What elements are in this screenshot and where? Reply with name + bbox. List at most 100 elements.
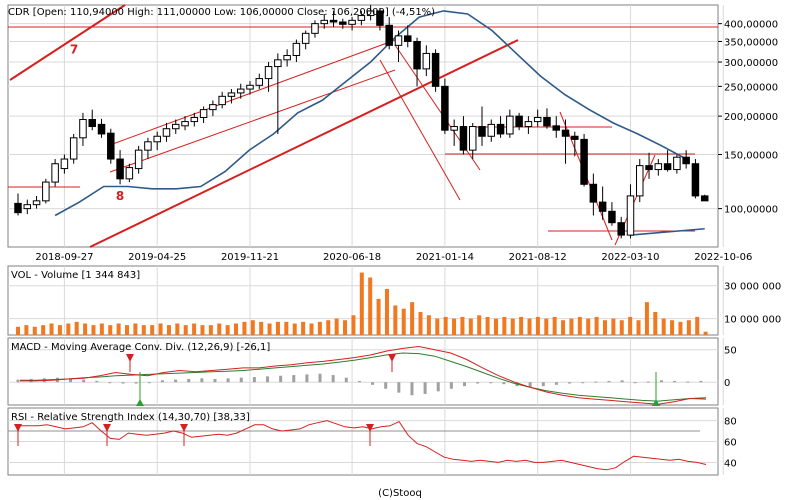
volume-bar (192, 323, 197, 335)
macd-histogram-bar (344, 377, 348, 383)
candle-body (645, 165, 653, 171)
candle-body (107, 132, 115, 160)
volume-bar (653, 312, 658, 335)
candle-body (32, 200, 41, 206)
candle (60, 154, 69, 174)
macd-histogram-bar (673, 380, 677, 383)
macd-line (20, 345, 707, 405)
candle-body (292, 42, 301, 57)
macd-histogram-bar (410, 382, 414, 396)
macd-histogram-bar (659, 380, 663, 383)
candle-body (116, 158, 124, 180)
trend-line (89, 39, 519, 248)
candle-body (320, 19, 328, 25)
candle (394, 30, 403, 63)
macd-histogram-bar (160, 380, 164, 383)
volume-bar (351, 315, 356, 335)
volume-bar (108, 325, 113, 335)
macd-histogram-bar (134, 382, 138, 384)
trend-line (109, 69, 396, 173)
x-tick-label: 2021-08-12 (509, 252, 567, 263)
candle (552, 116, 560, 138)
volume-bar (410, 302, 415, 335)
candle-body (450, 126, 458, 131)
volume-bar (317, 321, 322, 335)
volume-bar (670, 320, 675, 335)
volume-bar (535, 316, 540, 335)
candle-body (274, 59, 282, 68)
macd-histogram-bar (213, 378, 217, 383)
volume-bar (326, 320, 331, 335)
volume-bar (234, 323, 239, 335)
candle (543, 108, 551, 129)
volume-bar (275, 321, 280, 335)
candle-body (691, 163, 700, 197)
candle-body (506, 115, 514, 135)
candle (524, 116, 533, 134)
x-tick-label: 2019-11-21 (221, 252, 279, 263)
candle-body (626, 195, 635, 236)
volume-bar (544, 318, 549, 335)
sell-signal-marker (126, 354, 134, 362)
candle (79, 112, 87, 146)
candle (533, 109, 542, 127)
macd-y-tick-label: 50 (724, 346, 737, 357)
candle-body (60, 158, 69, 170)
candle-body (636, 165, 644, 197)
volume-bar (158, 323, 163, 335)
candle (264, 62, 273, 92)
y-tick-label: 400,00000 (724, 20, 778, 31)
buy-signal-marker (136, 399, 144, 406)
volume-bar (66, 323, 71, 335)
volume-bar (443, 316, 448, 335)
candle (209, 100, 217, 117)
candle (450, 119, 458, 146)
candle-body (88, 119, 96, 128)
volume-bar (301, 321, 306, 335)
volume-bar (242, 321, 247, 335)
macd-histogram-bar (187, 378, 191, 383)
candle-body (673, 156, 681, 171)
volume-bar (426, 315, 431, 335)
trend-line (9, 4, 126, 81)
candle-body (571, 135, 579, 140)
candle (348, 17, 356, 31)
candle (283, 49, 291, 67)
candle-body (682, 156, 690, 165)
trend-line (379, 59, 461, 201)
candle-body (311, 23, 319, 34)
volume-bar (225, 325, 230, 335)
candle-body (283, 55, 291, 61)
rsi-y-tick-label: 40 (724, 458, 737, 469)
volume-bar (334, 318, 339, 335)
candle-body (125, 167, 134, 180)
volume-bar (99, 323, 104, 335)
candle-body (246, 84, 254, 90)
candle (32, 195, 41, 209)
candle (246, 81, 254, 95)
price-info-label: CDR [Open: 110,94000 High: 111,00000 Low… (8, 7, 435, 18)
candle (320, 13, 328, 29)
volume-bar (175, 323, 180, 335)
volume-bar (661, 318, 666, 335)
volume-bar (200, 325, 205, 335)
candle-body (376, 10, 384, 26)
volume-bar (561, 320, 566, 335)
macd-histogram-bar (331, 375, 335, 383)
candle-body (654, 163, 663, 171)
candle-body (496, 123, 505, 135)
volume-bar (133, 323, 138, 335)
candle-body (552, 125, 560, 131)
candle (107, 128, 115, 164)
volume-bar (32, 326, 37, 335)
candle-body (608, 210, 616, 224)
macd-histogram-bar (436, 382, 440, 392)
macd-histogram-bar (489, 382, 493, 384)
volume-bar (594, 316, 599, 335)
x-tick-label: 2022-03-10 (601, 252, 659, 263)
candle (422, 45, 431, 77)
y-tick-label: 250,00000 (724, 82, 778, 93)
macd-histogram-bar (279, 375, 283, 383)
macd-histogram-bar (16, 379, 20, 383)
